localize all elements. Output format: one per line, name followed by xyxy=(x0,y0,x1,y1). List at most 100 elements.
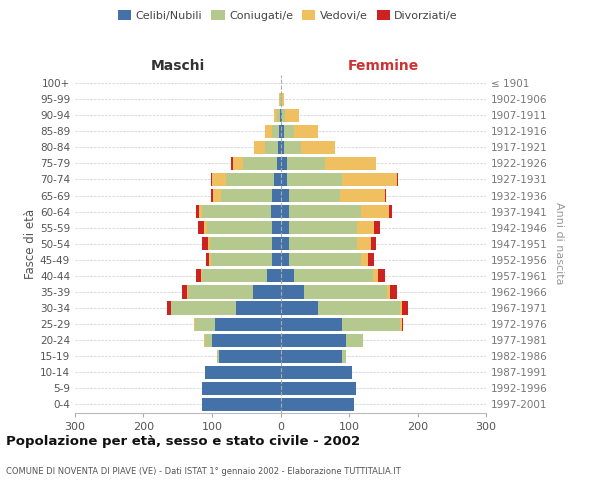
Bar xyxy=(277,108,280,122)
Bar xyxy=(272,221,281,234)
Bar xyxy=(340,189,385,202)
Bar xyxy=(281,302,318,314)
Bar xyxy=(281,350,342,363)
Bar xyxy=(204,334,205,347)
Bar xyxy=(271,205,281,218)
Bar xyxy=(281,173,287,186)
Bar xyxy=(202,205,271,218)
Bar xyxy=(278,140,281,154)
Bar xyxy=(199,221,204,234)
Bar xyxy=(280,108,281,122)
Bar xyxy=(194,318,195,330)
Bar xyxy=(202,398,281,411)
Bar xyxy=(281,237,289,250)
Bar xyxy=(284,124,294,138)
Bar xyxy=(280,92,281,106)
Bar xyxy=(281,92,282,106)
Bar xyxy=(281,253,289,266)
Text: COMUNE DI NOVENTA DI PIAVE (VE) - Dati ISTAT 1° gennaio 2002 - Elaborazione TUTT: COMUNE DI NOVENTA DI PIAVE (VE) - Dati I… xyxy=(6,468,401,476)
Bar xyxy=(236,302,281,314)
Bar xyxy=(265,124,272,138)
Bar xyxy=(211,189,212,202)
Bar xyxy=(281,221,289,234)
Bar xyxy=(277,157,281,170)
Bar xyxy=(371,237,376,250)
Bar xyxy=(187,286,188,298)
Bar xyxy=(171,302,236,314)
Bar xyxy=(274,108,277,122)
Bar xyxy=(282,92,284,106)
Text: Femmine: Femmine xyxy=(347,58,419,72)
Bar xyxy=(212,334,281,347)
Bar xyxy=(289,221,357,234)
Bar xyxy=(212,173,226,186)
Bar xyxy=(284,140,301,154)
Bar xyxy=(272,124,279,138)
Bar xyxy=(267,270,281,282)
Bar xyxy=(373,270,379,282)
Y-axis label: Fasce di età: Fasce di età xyxy=(24,208,37,279)
Bar xyxy=(243,157,277,170)
Bar xyxy=(253,286,281,298)
Bar xyxy=(289,253,361,266)
Bar xyxy=(202,237,208,250)
Bar xyxy=(281,205,289,218)
Bar xyxy=(212,189,221,202)
Bar xyxy=(287,157,325,170)
Bar xyxy=(196,270,201,282)
Bar xyxy=(386,286,390,298)
Bar xyxy=(221,189,272,202)
Bar xyxy=(205,334,212,347)
Bar xyxy=(281,366,352,379)
Y-axis label: Anni di nascita: Anni di nascita xyxy=(554,202,564,285)
Bar xyxy=(279,92,280,106)
Bar xyxy=(346,334,363,347)
Bar xyxy=(211,173,212,186)
Bar xyxy=(204,221,206,234)
Bar xyxy=(318,302,400,314)
Bar xyxy=(281,270,294,282)
Bar xyxy=(379,270,385,282)
Bar xyxy=(402,318,403,330)
Bar xyxy=(294,270,373,282)
Bar xyxy=(281,108,282,122)
Bar xyxy=(211,253,272,266)
Bar xyxy=(281,382,356,395)
Bar xyxy=(361,205,389,218)
Bar xyxy=(281,124,284,138)
Bar xyxy=(281,334,346,347)
Bar xyxy=(289,189,340,202)
Bar xyxy=(342,350,346,363)
Bar xyxy=(215,318,281,330)
Bar xyxy=(272,253,281,266)
Bar xyxy=(209,253,211,266)
Bar xyxy=(281,140,284,154)
Bar xyxy=(397,173,398,186)
Bar xyxy=(205,366,281,379)
Legend: Celibi/Nubili, Coniugati/e, Vedovi/e, Divorziati/e: Celibi/Nubili, Coniugati/e, Vedovi/e, Di… xyxy=(113,6,463,25)
Bar xyxy=(265,140,278,154)
Bar xyxy=(282,108,285,122)
Bar xyxy=(304,286,386,298)
Bar xyxy=(281,157,287,170)
Bar xyxy=(281,318,342,330)
Bar xyxy=(389,205,392,218)
Bar xyxy=(361,253,368,266)
Bar xyxy=(342,318,400,330)
Bar xyxy=(281,189,289,202)
Bar xyxy=(274,173,281,186)
Bar xyxy=(374,221,380,234)
Bar xyxy=(289,205,361,218)
Bar xyxy=(217,350,219,363)
Bar xyxy=(202,270,267,282)
Bar xyxy=(219,350,281,363)
Bar xyxy=(325,157,376,170)
Bar xyxy=(342,173,397,186)
Bar xyxy=(390,286,397,298)
Bar xyxy=(272,189,281,202)
Bar xyxy=(301,140,335,154)
Bar xyxy=(294,124,318,138)
Bar xyxy=(281,398,355,411)
Bar xyxy=(226,173,274,186)
Bar xyxy=(279,124,281,138)
